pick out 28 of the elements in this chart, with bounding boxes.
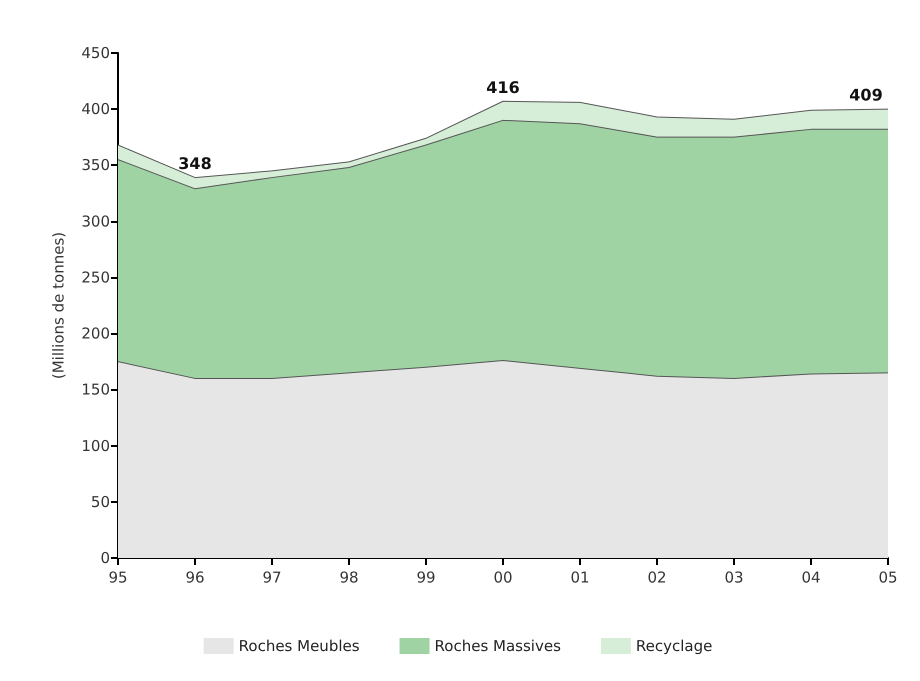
legend-label: Roches Meubles — [238, 637, 360, 655]
y-tick-label: 300 — [81, 212, 110, 230]
x-tick-label: 96 — [185, 568, 205, 586]
y-tick-label: 400 — [81, 100, 110, 118]
annotation: 416 — [486, 78, 520, 97]
y-tick-label: 450 — [81, 44, 110, 62]
legend-label: Recyclage — [636, 637, 712, 655]
x-tick-label: 04 — [801, 568, 821, 586]
legend-label: Roches Massives — [434, 637, 562, 655]
x-tick-label: 02 — [647, 568, 667, 586]
x-tick-label: 05 — [878, 568, 898, 586]
y-axis-title: (Millions de tonnes) — [50, 232, 68, 380]
y-tick-label: 350 — [81, 156, 110, 174]
y-tick-label: 50 — [90, 492, 110, 511]
x-tick-label: 95 — [108, 568, 128, 586]
y-tick-label: 200 — [81, 324, 110, 343]
y-tick-label: 150 — [81, 380, 110, 399]
x-tick-label: 98 — [339, 568, 359, 586]
y-tick-label: 250 — [81, 268, 110, 286]
annotation: 348 — [178, 154, 212, 174]
x-tick-label: 99 — [416, 568, 436, 586]
y-tick-label: 0 — [100, 549, 110, 567]
x-tick-label: 01 — [570, 568, 590, 586]
annotation: 409 — [849, 86, 883, 105]
y-tick-label: 100 — [81, 436, 110, 455]
x-tick-label: 03 — [724, 568, 744, 586]
x-tick-label: 97 — [262, 568, 282, 586]
x-tick-label: 00 — [493, 568, 513, 586]
